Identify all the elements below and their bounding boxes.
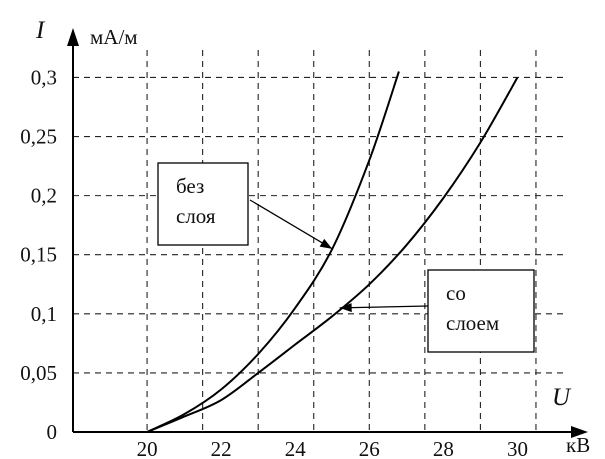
y-tick-label: 0,25 xyxy=(20,125,57,149)
annotation-label: слоем xyxy=(446,311,499,335)
y-tick-label: 0,1 xyxy=(31,302,57,326)
y-axis-symbol: I xyxy=(35,17,46,44)
annotation-arrowhead xyxy=(319,238,333,249)
annotation-label: без xyxy=(176,174,204,198)
y-tick-label: 0,05 xyxy=(20,361,57,385)
annotations: без слоя со слоем xyxy=(157,162,535,353)
annotation-box xyxy=(427,269,535,353)
y-axis-arrowhead xyxy=(67,28,79,46)
x-axis-arrowhead xyxy=(571,426,588,438)
annotation-label: со xyxy=(446,281,466,305)
series-line-with-layer xyxy=(146,77,519,433)
annotation-arrow xyxy=(249,199,333,250)
series xyxy=(146,71,519,433)
x-axis-unit: кВ xyxy=(566,433,590,457)
annotation-arrowhead xyxy=(339,303,352,313)
annotation-box xyxy=(157,162,249,246)
x-tick-label: 28 xyxy=(433,437,454,459)
x-tick-label: 22 xyxy=(211,437,232,459)
x-tick-label: 26 xyxy=(359,437,380,459)
y-tick-label: 0,3 xyxy=(31,65,57,89)
y-tick-label: 0 xyxy=(47,420,58,444)
x-tick-label: 30 xyxy=(507,437,528,459)
x-tick-label: 24 xyxy=(285,437,307,459)
annotation-label: слоя xyxy=(176,204,216,228)
y-tick-label: 0,2 xyxy=(31,184,57,208)
y-tick-label: 0,15 xyxy=(20,243,57,267)
tick-labels: 0 0,05 0,1 0,15 0,2 0,25 0,3 20 22 24 26 28 30 xyxy=(20,65,528,459)
series-line-no-layer xyxy=(146,71,400,433)
y-axis-unit: мА/м xyxy=(90,25,138,49)
x-axis-symbol: U xyxy=(552,384,572,411)
x-tick-label: 20 xyxy=(137,437,158,459)
annotation-arrow xyxy=(339,305,429,309)
